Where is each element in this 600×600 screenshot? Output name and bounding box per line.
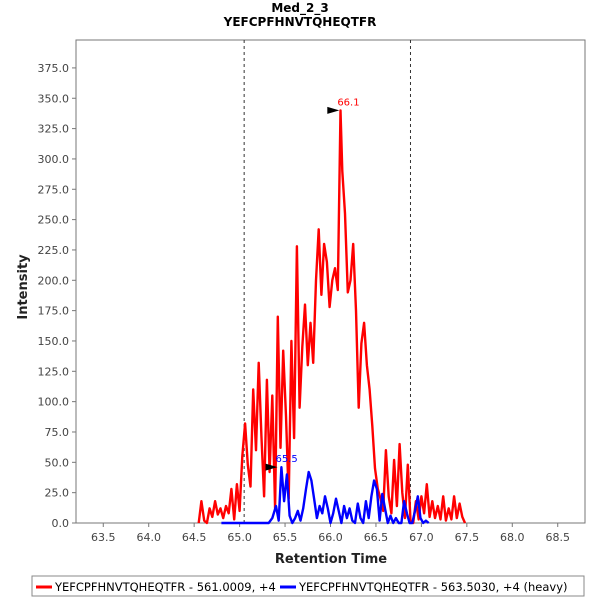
- series-line-2: [221, 466, 430, 525]
- y-tick-label-0: 0.0: [52, 517, 70, 530]
- y-tick-label-8: 200.0: [38, 274, 70, 287]
- y-tick-label-10: 250.0: [38, 214, 70, 227]
- y-tick-label-9: 225.0: [38, 244, 70, 257]
- peak-label-1: 66.1: [337, 97, 359, 108]
- y-tick-label-6: 150.0: [38, 335, 70, 348]
- y-tick-label-4: 100.0: [38, 396, 70, 409]
- y-tick-label-15: 375.0: [38, 62, 70, 75]
- series-line-1: [197, 109, 467, 525]
- peak-marker-1: [327, 106, 340, 114]
- y-tick-label-12: 300.0: [38, 153, 70, 166]
- peak-marker-2: [265, 463, 278, 471]
- y-tick-label-7: 175.0: [38, 305, 70, 318]
- x-tick-label-9: 68.0: [500, 531, 525, 544]
- x-tick-label-1: 64.0: [136, 531, 161, 544]
- y-tick-label-13: 325.0: [38, 123, 70, 136]
- legend: YEFCPFHNVTQHEQTFR - 561.0009, +4 YEFCPFH…: [31, 575, 585, 597]
- y-axis-label: Intensity: [16, 254, 31, 320]
- x-tick-label-8: 67.5: [455, 531, 480, 544]
- y-tick-label-5: 125.0: [38, 365, 70, 378]
- y-tick-label-11: 275.0: [38, 183, 70, 196]
- y-tick-label-2: 50.0: [45, 456, 70, 469]
- chart-title: Med_2_3: [271, 1, 328, 16]
- plot-area: 63.5 64.0 64.5 65.0 65.5 66.0 66.5 67.0 67.5 68.0…: [38, 39, 586, 544]
- y-tick-label-1: 25.0: [45, 487, 70, 500]
- x-tick-label-7: 67.0: [409, 531, 434, 544]
- chart-subtitle: YEFCPFHNVTQHEQTFR: [223, 15, 377, 29]
- x-tick-label-6: 66.5: [364, 531, 389, 544]
- y-tick-label-14: 350.0: [38, 92, 70, 105]
- x-tick-label-0: 63.5: [91, 531, 116, 544]
- x-axis-label: Retention Time: [275, 552, 387, 567]
- x-tick-label-2: 64.5: [182, 531, 207, 544]
- peak-label-2: 65.5: [276, 454, 298, 465]
- x-tick-label-4: 65.5: [273, 531, 298, 544]
- legend-entry-series-1: YEFCPFHNVTQHEQTFR - 561.0009, +4: [54, 580, 276, 594]
- legend-entry-series-2: YEFCPFHNVTQHEQTFR - 563.5030, +4 (heavy): [298, 580, 568, 594]
- x-tick-label-3: 65.0: [227, 531, 252, 544]
- legend-box: [31, 575, 585, 597]
- x-tick-label-10: 68.5: [545, 531, 570, 544]
- x-tick-label-5: 66.0: [318, 531, 343, 544]
- y-tick-label-3: 75.0: [45, 426, 70, 439]
